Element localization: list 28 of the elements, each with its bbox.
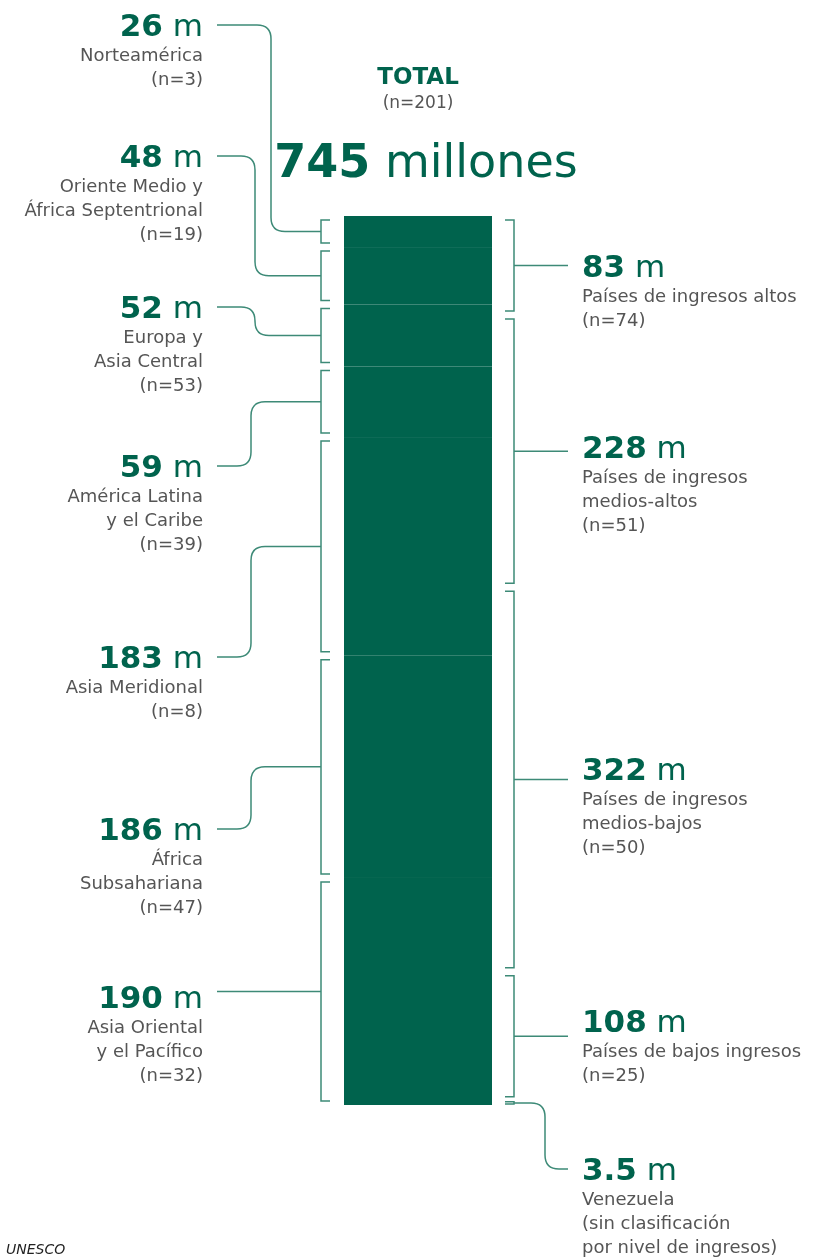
category-label: Oriente Medio y África Septentrional (n=19) (24, 175, 204, 244)
data-label: 83 m (582, 248, 666, 284)
category-label: Países de ingresos medios-bajos (n=50) (582, 788, 748, 857)
category-label: América Latina y el Caribe (n=39) (67, 485, 203, 554)
data-label: 190 m (98, 979, 203, 1015)
data-label: 108 m (582, 1003, 687, 1039)
category-label: África Subsahariana (n=47) (80, 848, 203, 917)
text: 745 millones (274, 134, 578, 188)
data-label: 183 m (98, 639, 203, 675)
category-label: Países de ingresos altos (n=74) (582, 285, 797, 330)
data-label: 3.5 m (582, 1151, 677, 1187)
text: TOTAL (377, 63, 460, 89)
data-label: 59 m (119, 448, 203, 484)
category-label: Países de bajos ingresos (n=25) (582, 1040, 802, 1085)
data-label: 322 m (582, 751, 687, 787)
category-label: Norteamérica (n=3) (80, 44, 203, 89)
data-label: 48 m (119, 138, 203, 174)
category-label: Asia Oriental y el Pacífico (n=32) (87, 1016, 203, 1085)
data-label: 186 m (98, 811, 203, 847)
text: (n=201) (382, 92, 454, 112)
category-label: Países de ingresos medios-altos (n=51) (582, 466, 748, 535)
category-label: Venezuela (sin clasificación por nivel de ingresos) (582, 1188, 778, 1257)
category-label: Europa y Asia Central (n=53) (94, 326, 204, 395)
category-label: Asia Meridional (n=8) (65, 676, 203, 721)
text: UNESCO (6, 1241, 66, 1257)
data-label: 26 m (119, 7, 203, 43)
data-label: 52 m (119, 289, 203, 325)
data-label: 228 m (582, 429, 687, 465)
